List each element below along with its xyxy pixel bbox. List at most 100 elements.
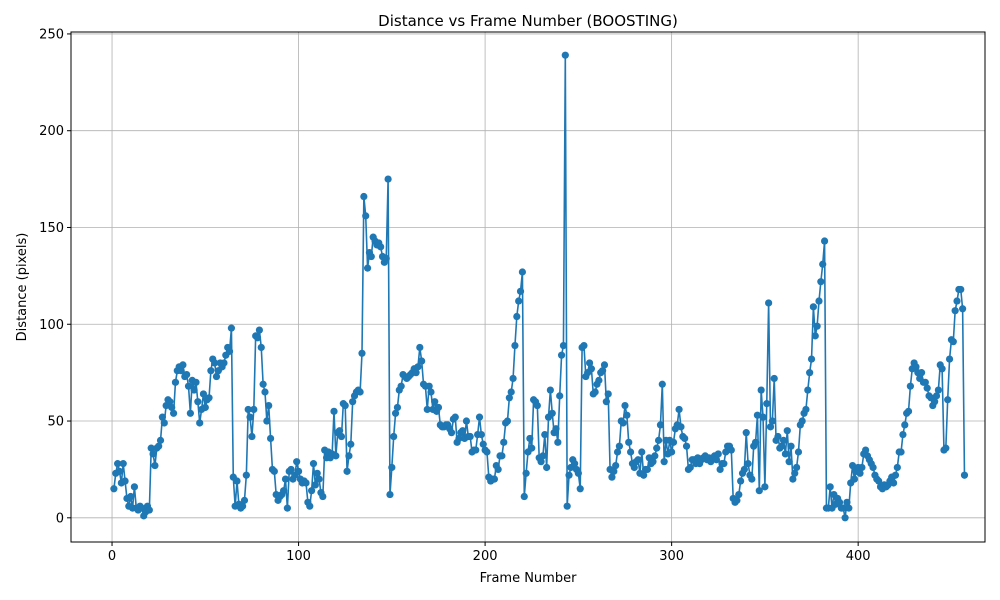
x-tick-label: 100 [286,549,311,564]
data-point [358,349,366,357]
data-point [793,463,801,472]
y-tick-label: 0 [56,511,64,526]
data-point [169,409,178,417]
data-point [240,496,249,504]
data-point [559,341,568,350]
data-point [462,417,471,425]
data-point [490,475,499,483]
data-point [337,432,346,441]
data-point [526,434,534,443]
data-point [121,477,129,485]
data-point [507,388,515,396]
data-point [556,392,564,400]
data-point [455,434,463,443]
data-point [845,504,853,512]
data-point [912,363,920,371]
data-point [227,324,236,332]
data-point [640,471,648,479]
data-point [634,456,642,464]
data-point [388,463,396,472]
data-point [722,448,730,456]
data-point [511,341,519,350]
data-point [815,297,823,305]
data-point [537,458,545,466]
data-point [212,372,221,381]
data-point [748,475,756,483]
data-point [923,384,931,392]
data-point [171,378,180,386]
data-point [604,390,612,398]
data-point [515,297,523,305]
data-point [255,326,263,334]
data-point [681,434,689,443]
data-point [951,307,959,315]
data-point [211,359,219,367]
data-point [498,452,506,460]
y-axis-ticks: 0 50 100 150 200 250 [39,27,71,526]
data-point [774,432,782,441]
data-point [500,438,508,446]
data-point [897,448,905,456]
data-point [917,369,926,377]
data-point [802,405,810,414]
data-point [875,477,883,485]
data-point [362,212,370,220]
data-point [147,444,155,452]
data-point [377,243,385,251]
y-tick-label: 200 [39,124,64,139]
data-point [360,192,368,201]
data-point [242,471,250,479]
data-point [308,487,316,495]
data-points [110,51,969,522]
data-point [343,467,351,475]
data-point [595,376,603,384]
data-point [294,467,303,475]
data-point [246,413,254,421]
data-point [619,419,627,427]
data-point [934,386,942,394]
x-axis-label: Frame Number [480,571,578,586]
data-point [576,485,584,493]
data-point [794,448,803,456]
data-point [945,355,954,363]
data-point [196,419,204,427]
data-point [789,475,797,483]
data-point [781,450,790,458]
data-point [742,429,750,437]
data-point [959,305,967,313]
data-point [477,430,485,439]
data-point [768,417,776,425]
data-point [737,477,745,485]
data-point [425,382,433,390]
data-point [766,423,775,431]
data-point [201,403,209,412]
data-point [554,438,562,446]
data-point [520,492,528,501]
data-point [207,367,215,375]
data-point [427,388,435,396]
data-point [921,378,929,386]
data-point [434,403,443,412]
data-point [953,297,961,305]
data-point [451,413,459,421]
data-point [658,380,666,388]
data-point [315,475,323,483]
data-point [509,374,517,383]
data-point [479,440,487,448]
data-point [356,388,364,396]
data-point [869,463,877,472]
data-point [901,421,909,429]
data-point [114,460,122,468]
data-point [494,465,502,474]
x-tick-label: 200 [473,549,498,564]
data-point [192,378,200,386]
data-point [571,460,579,468]
data-point [610,467,618,475]
data-point [309,460,318,468]
data-point [110,485,118,493]
data-point [313,469,321,477]
x-axis-ticks: 0 100 200 300 400 [108,542,871,564]
data-point [630,463,638,472]
data-point [599,367,607,375]
